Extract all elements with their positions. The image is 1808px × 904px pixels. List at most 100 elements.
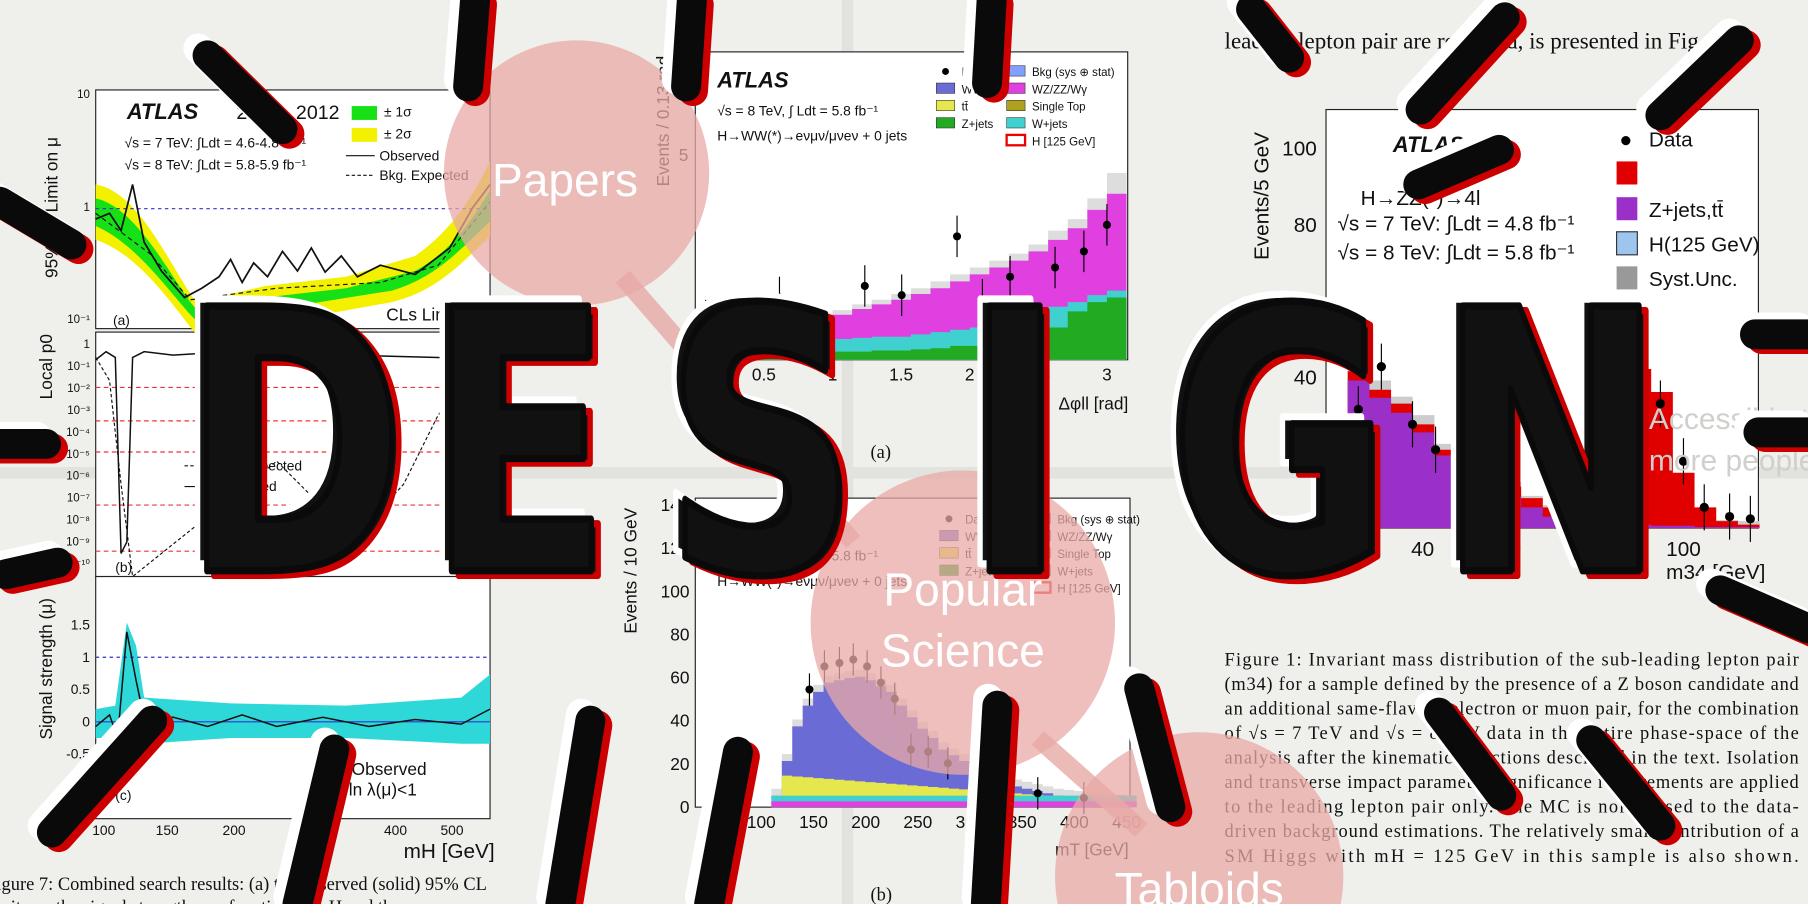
label: 1.5 <box>71 617 91 633</box>
label: ± 1σ <box>384 103 412 119</box>
label: W+jets <box>1032 119 1068 131</box>
label: 150 <box>156 822 179 838</box>
design-letter: G <box>1160 228 1381 650</box>
label: 80 <box>1585 538 1608 561</box>
legend-box <box>1006 82 1026 94</box>
data-point <box>1430 445 1441 455</box>
data-point <box>805 685 814 694</box>
label: 80 <box>670 624 689 644</box>
data-point <box>1615 329 1625 339</box>
label: tt̄ <box>962 101 969 113</box>
design-letter: N <box>1445 239 1671 661</box>
label: Signal strength (μ) <box>36 598 56 740</box>
label: 100 <box>661 581 690 601</box>
label: 0 <box>82 713 90 729</box>
data-point <box>1724 511 1735 522</box>
brush-dash <box>1424 697 1517 811</box>
brush-dash <box>1645 25 1754 131</box>
legend-box <box>1616 231 1638 256</box>
label: √s = 8 TeV: ∫Ldt = 5.8 fb⁻¹ <box>1338 241 1575 264</box>
label: √s = 7 TeV: ∫Ldt = 4.8 fb⁻¹ <box>1338 213 1575 236</box>
label: Science <box>881 624 1045 676</box>
label: 350 <box>1008 812 1037 832</box>
data-point <box>1033 789 1042 798</box>
label: Tabloids <box>1115 863 1284 904</box>
label: 6σ <box>447 547 464 563</box>
design-letter: D <box>189 239 413 661</box>
legend-box <box>1005 133 1027 147</box>
plot-frame <box>95 331 491 578</box>
legend-box <box>935 82 956 94</box>
label: 1 <box>84 202 90 214</box>
data-point <box>953 232 962 241</box>
data-point <box>860 281 869 290</box>
label: 0 <box>690 365 700 385</box>
label: 150 <box>799 812 828 832</box>
label: 20 <box>670 754 689 774</box>
band-1sigma <box>95 190 491 321</box>
brush-dash <box>1236 0 1305 73</box>
label: 10⁻² <box>67 383 90 395</box>
brush-dash <box>1405 2 1520 125</box>
p0-expected <box>95 356 491 578</box>
brush-dash <box>1124 673 1186 823</box>
label: 2.5 <box>1026 365 1050 385</box>
data-point <box>1454 462 1464 472</box>
brush-dash <box>0 186 87 260</box>
mu-band <box>95 622 491 750</box>
brush-dash <box>671 0 707 102</box>
label: 10⁻⁷ <box>67 493 90 505</box>
label: 60 <box>670 668 689 688</box>
label: 1 <box>82 649 90 665</box>
design-letter: E <box>434 239 618 661</box>
label: 2 <box>965 365 975 385</box>
design-letter: E <box>427 235 611 657</box>
legend-box <box>935 117 956 129</box>
label: 100 <box>747 812 776 832</box>
label: 95% CL Limit on μ <box>42 137 62 278</box>
label: √s = 7 TeV: ∫Ldt = 4.6-4.8 fb⁻¹ <box>125 135 307 151</box>
label: 140 <box>661 495 690 515</box>
label: 2σ <box>447 384 464 400</box>
label: analysis after the kinematic selections … <box>1225 748 1799 768</box>
label: limits on the signal strength as a funct… <box>0 897 429 904</box>
label: H [125 GeV] <box>1032 136 1095 148</box>
label: 1 <box>84 339 90 351</box>
data-point <box>978 295 987 304</box>
label: Papers <box>492 154 638 206</box>
bubble <box>810 470 1116 775</box>
label: 10⁻⁵ <box>66 449 90 461</box>
design-letter: E <box>417 228 601 650</box>
brush-dash <box>0 547 73 590</box>
bubble-link <box>615 270 861 548</box>
bubble <box>1055 732 1344 904</box>
data-point <box>897 291 906 300</box>
label: Z+jets <box>962 119 994 131</box>
brush-dash <box>36 705 168 848</box>
expected-curve <box>95 201 491 301</box>
label: Sig. Expected <box>217 457 302 473</box>
label: Data <box>1649 128 1693 151</box>
label: Popular <box>883 563 1042 615</box>
legend-box <box>351 106 378 120</box>
data-point <box>1051 263 1060 272</box>
label: ATLAS <box>716 68 789 93</box>
legend-box <box>351 127 378 142</box>
brush-dash <box>1403 134 1514 200</box>
band-2sigma <box>95 161 491 335</box>
label: Bkg (sys ⊕ stat) <box>1032 67 1115 79</box>
data-point <box>1636 347 1646 357</box>
label: H→WW(*)→eνμν/μνeν + 0 jets <box>717 128 907 144</box>
design-letter: S <box>664 235 858 657</box>
brush-dash <box>970 690 1013 904</box>
data-point <box>1376 362 1386 372</box>
label: (b) <box>115 559 132 575</box>
label: 400 <box>384 822 407 838</box>
label: 200 <box>223 822 246 838</box>
label: (b) <box>871 885 893 904</box>
label: 10⁻⁶ <box>66 471 90 483</box>
label: (m34) for a sample defined by the presen… <box>1225 674 1799 695</box>
design-letter: S <box>671 239 865 661</box>
label: 20 <box>1324 538 1347 561</box>
data-point <box>1353 404 1363 414</box>
